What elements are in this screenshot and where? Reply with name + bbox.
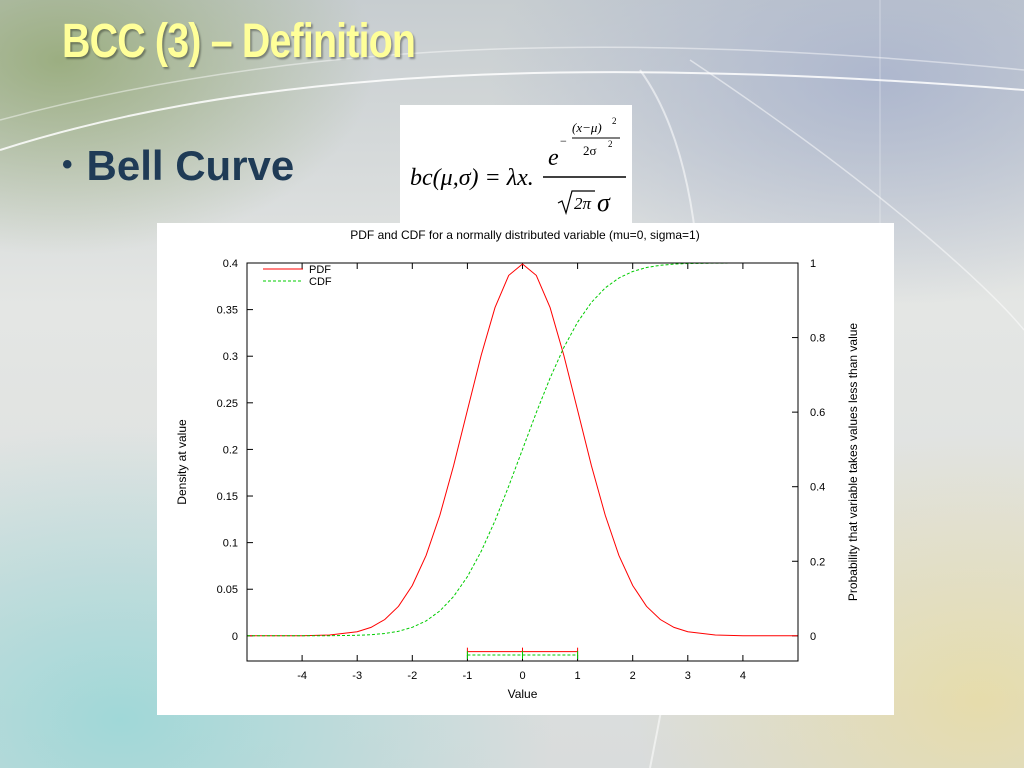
x-tick-label: -3 xyxy=(352,670,362,682)
legend-label-cdf: CDF xyxy=(309,276,332,288)
y2-tick-label: 0 xyxy=(810,631,816,643)
x-tick-label: 2 xyxy=(630,670,636,682)
formula-lhs: bc(μ,σ) = λx. xyxy=(410,165,534,191)
legend-label-pdf: PDF xyxy=(309,264,331,276)
x-tick-label: 3 xyxy=(685,670,691,682)
x-tick-label: -1 xyxy=(463,670,473,682)
chart-legend: PDF CDF xyxy=(263,264,332,288)
pdf-cdf-chart: PDF and CDF for a normally distributed v… xyxy=(157,223,894,715)
y2-tick-label: 0.4 xyxy=(810,482,825,494)
y-tick-label: 0.3 xyxy=(223,351,238,363)
formula-sigma: σ xyxy=(597,188,611,217)
y2-tick-label: 1 xyxy=(810,258,816,270)
formula-exp-denominator-power: 2 xyxy=(608,139,613,149)
bullet-item: • Bell Curve xyxy=(62,142,294,190)
chart-canvas: PDF and CDF for a normally distributed v… xyxy=(175,228,860,701)
formula-exp-power: 2 xyxy=(612,116,617,126)
y2-tick-label: 0.8 xyxy=(810,333,825,345)
x-tick-label: -2 xyxy=(407,670,417,682)
y-tick-label: 0.35 xyxy=(217,305,238,317)
x-axis-label: Value xyxy=(508,687,538,701)
formula-sqrt-icon xyxy=(557,190,595,216)
y-tick-label: 0.4 xyxy=(223,258,238,270)
x-tick-label: 4 xyxy=(740,670,746,682)
x-tick-label: 0 xyxy=(519,670,525,682)
y-tick-label: 0.1 xyxy=(223,538,238,550)
formula-base: e xyxy=(548,145,559,171)
formula-minus: − xyxy=(560,134,567,148)
y-tick-label: 0.25 xyxy=(217,398,238,410)
series-line-cdf xyxy=(247,262,798,637)
y-tick-label: 0.2 xyxy=(223,444,238,456)
series-line-pdf xyxy=(247,263,798,637)
formula-sqrt-arg: 2π xyxy=(574,194,592,213)
y-tick-label: 0.05 xyxy=(217,584,238,596)
y-tick-label: 0.15 xyxy=(217,491,238,503)
y-axis-label: Density at value xyxy=(175,419,189,505)
x-tick-label: -4 xyxy=(297,670,307,682)
bullet-dot-icon: • xyxy=(62,148,73,181)
y2-tick-label: 0.2 xyxy=(810,556,825,568)
formula-exp-denominator: 2σ xyxy=(583,143,597,158)
slide-title: BCC (3) – Definition xyxy=(62,15,416,68)
y2-axis-label: Probability that variable takes values l… xyxy=(846,323,860,601)
formula-exp-numerator: (x−μ) xyxy=(572,120,602,135)
y2-tick-label: 0.6 xyxy=(810,407,825,419)
bullet-text: Bell Curve xyxy=(86,142,295,189)
x-tick-label: 1 xyxy=(575,670,581,682)
plot-frame xyxy=(246,262,799,662)
chart-title: PDF and CDF for a normally distributed v… xyxy=(350,228,699,242)
bell-curve-formula: bc(μ,σ) = λx. e − (x−μ) 2 2σ 2 2π σ xyxy=(400,105,632,223)
y-tick-label: 0 xyxy=(232,631,238,643)
